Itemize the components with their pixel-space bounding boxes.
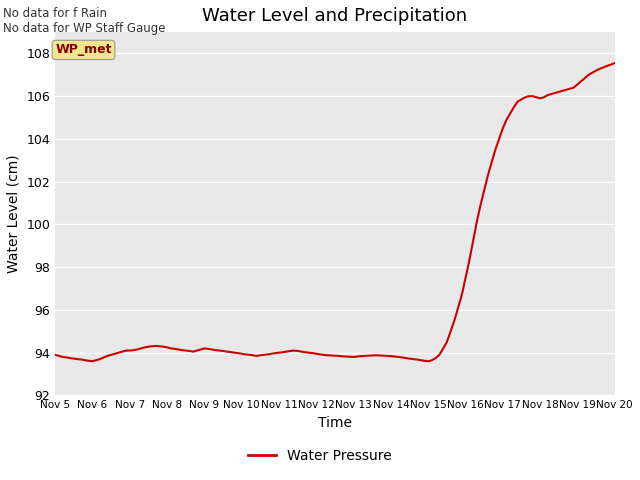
Text: No data for f Rain: No data for f Rain	[3, 7, 108, 20]
Y-axis label: Water Level (cm): Water Level (cm)	[7, 155, 21, 273]
Title: Water Level and Precipitation: Water Level and Precipitation	[202, 7, 468, 25]
Text: WP_met: WP_met	[55, 43, 112, 57]
Text: No data for WP Staff Gauge: No data for WP Staff Gauge	[3, 22, 166, 35]
Legend: Water Pressure: Water Pressure	[243, 443, 397, 468]
X-axis label: Time: Time	[318, 416, 352, 430]
